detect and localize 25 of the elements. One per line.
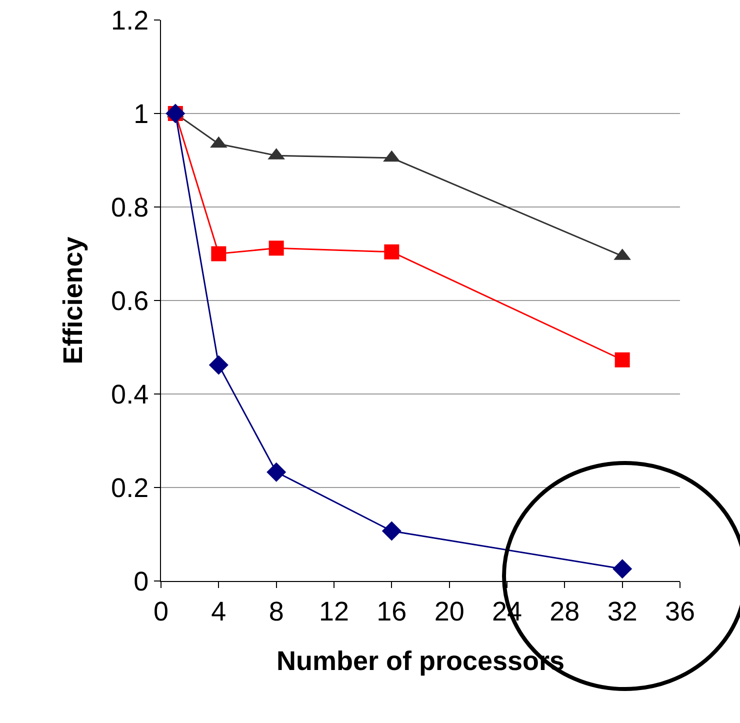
y-axis-title: Efficiency (58, 236, 88, 364)
x-tick-label: 0 (153, 596, 169, 626)
point (614, 352, 630, 368)
point (384, 244, 400, 260)
point (211, 246, 226, 262)
y-tick-label: 0.8 (111, 192, 149, 222)
point (268, 240, 284, 256)
x-tick-label: 12 (318, 596, 350, 626)
y-tick-label: 0.4 (111, 379, 149, 410)
x-tick-label: 16 (376, 596, 407, 626)
point (266, 462, 286, 482)
x-tick-label: 8 (268, 596, 284, 626)
x-tick-label: 36 (664, 596, 696, 626)
point (382, 521, 402, 541)
y-tick-label: 0.2 (111, 472, 149, 503)
y-tick-label: 0.6 (111, 286, 149, 316)
y-tick-label: 0 (134, 566, 149, 596)
point (612, 559, 632, 579)
y-tick-label: 1.2 (111, 5, 149, 36)
x-tick-label: 20 (434, 596, 464, 626)
x-tick-label: 32 (607, 596, 638, 626)
x-tick-label: 28 (550, 596, 580, 626)
x-tick-label: 4 (211, 596, 226, 626)
y-tick-label: 1 (134, 98, 149, 129)
point (208, 355, 228, 375)
